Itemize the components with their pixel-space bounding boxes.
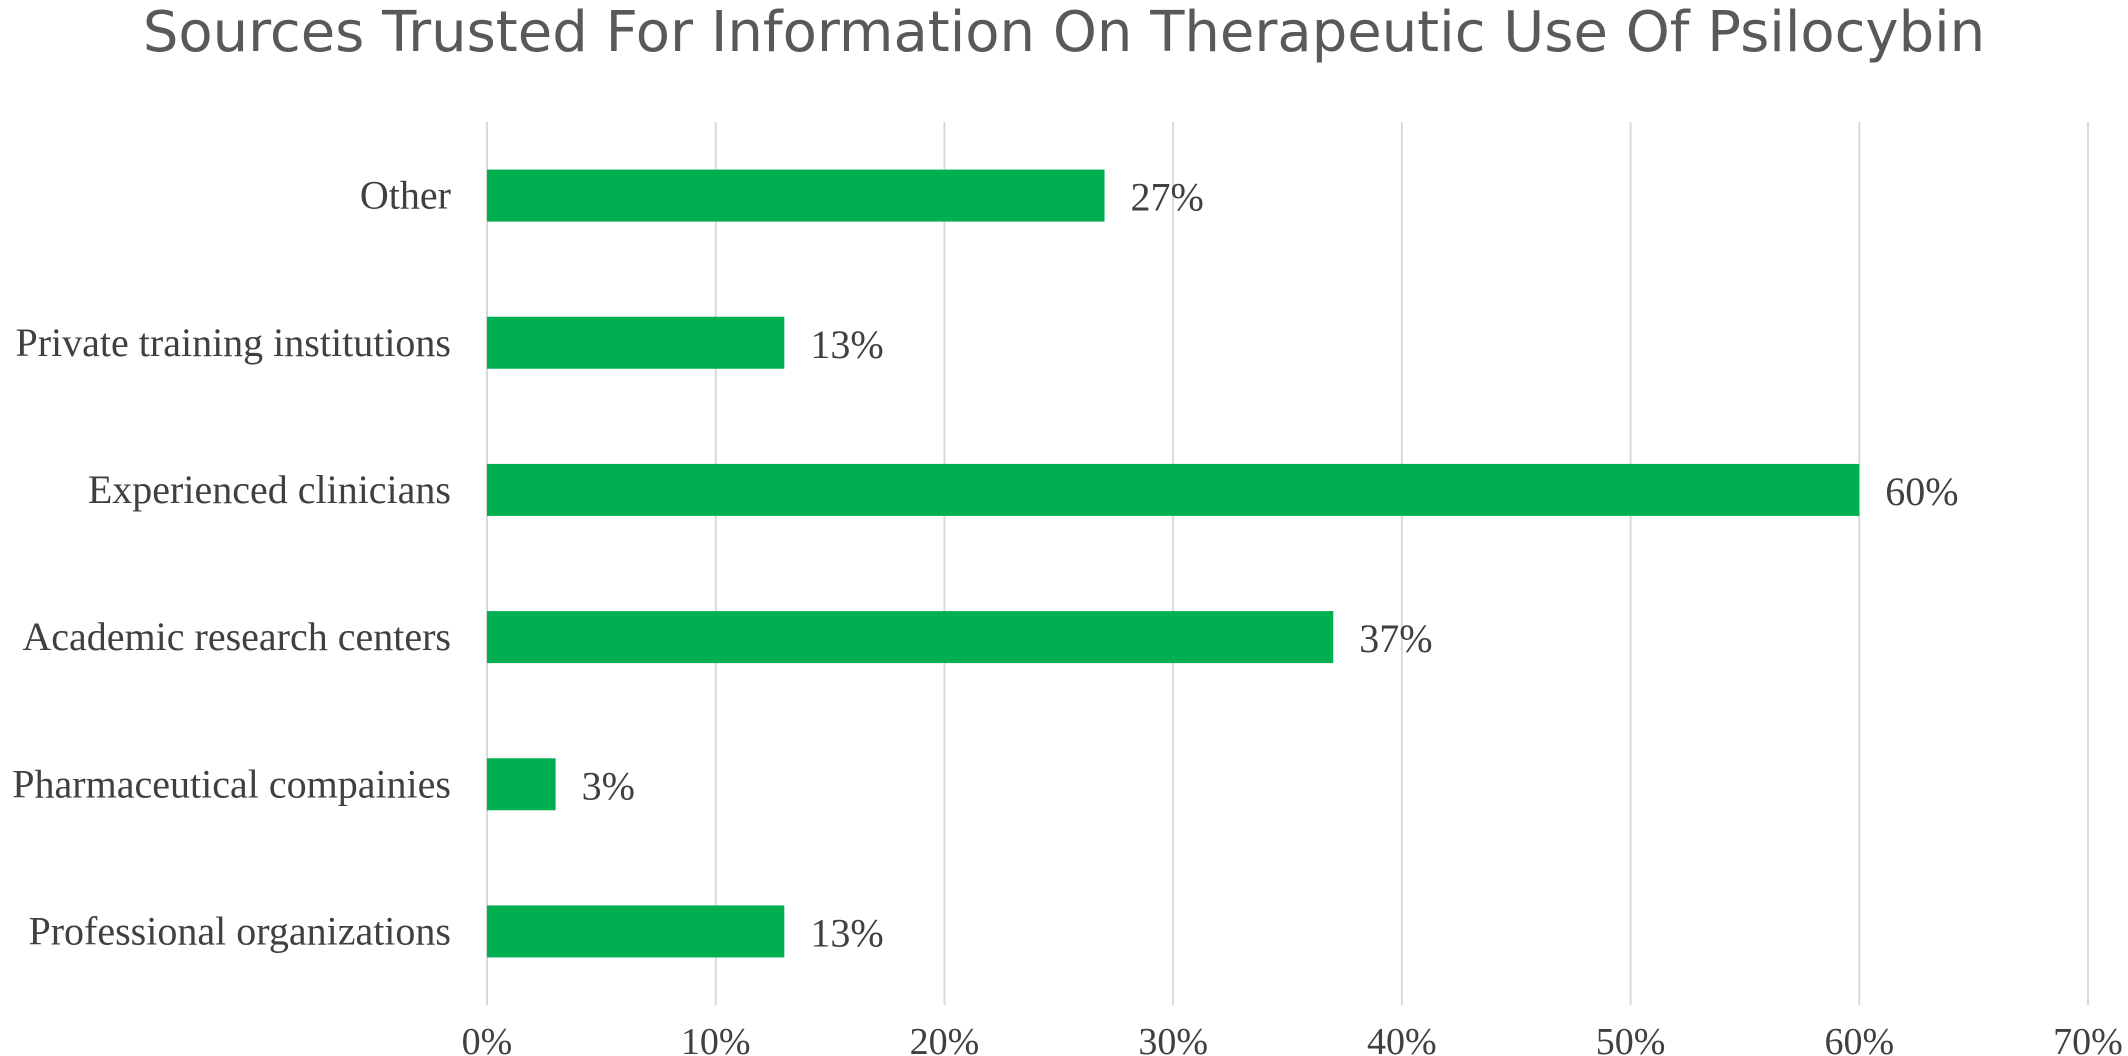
category-labels: Other Private training institutions Experi… xyxy=(12,173,451,954)
bars xyxy=(487,169,1860,958)
data-label: 13% xyxy=(810,910,883,955)
x-tick-label: 50% xyxy=(1596,1021,1666,1056)
x-tick-label: 0% xyxy=(462,1021,513,1056)
x-axis-tick-labels: 0% 10% 20% 30% 40% 50% 60% 70% xyxy=(462,1021,2123,1056)
x-tick-label: 20% xyxy=(910,1021,980,1056)
bar xyxy=(487,758,556,811)
x-tick-label: 40% xyxy=(1367,1021,1437,1056)
data-label: 60% xyxy=(1885,469,1958,514)
data-label: 27% xyxy=(1131,175,1204,220)
bar xyxy=(487,316,785,369)
chart-title: Sources Trusted For Information On Thera… xyxy=(142,0,1986,65)
x-tick-label: 70% xyxy=(2053,1021,2123,1056)
bar xyxy=(487,169,1105,222)
data-labels: 27% 13% 60% 37% 3% 13% xyxy=(582,175,1959,956)
x-tick-label: 60% xyxy=(1824,1021,1894,1056)
data-label: 13% xyxy=(810,322,883,367)
category-label: Private training institutions xyxy=(15,320,451,365)
gridlines xyxy=(486,122,2089,1005)
category-label: Pharmaceutical compainies xyxy=(12,761,451,806)
category-label: Experienced clinicians xyxy=(88,467,451,512)
x-tick-label: 30% xyxy=(1138,1021,1208,1056)
category-label: Academic research centers xyxy=(22,614,451,659)
category-label: Professional organizations xyxy=(28,908,451,953)
data-label: 3% xyxy=(582,763,635,808)
category-label: Other xyxy=(360,173,451,218)
bar xyxy=(487,611,1334,664)
data-label: 37% xyxy=(1359,616,1432,661)
bar xyxy=(487,905,785,958)
bar xyxy=(487,463,1860,516)
x-tick-label: 10% xyxy=(681,1021,751,1056)
